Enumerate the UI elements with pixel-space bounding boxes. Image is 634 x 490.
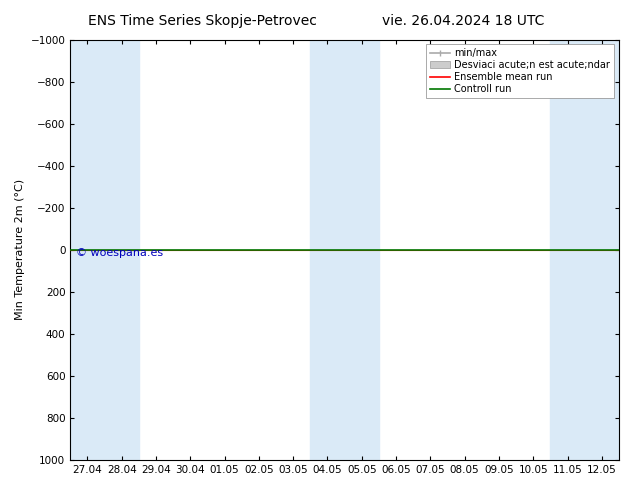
Bar xyxy=(105,40,139,460)
Text: ENS Time Series Skopje-Petrovec: ENS Time Series Skopje-Petrovec xyxy=(88,14,318,28)
Text: vie. 26.04.2024 18 UTC: vie. 26.04.2024 18 UTC xyxy=(382,14,544,28)
Text: © woespana.es: © woespana.es xyxy=(76,248,163,258)
Bar xyxy=(311,40,345,460)
Y-axis label: Min Temperature 2m (°C): Min Temperature 2m (°C) xyxy=(15,179,25,320)
Legend: min/max, Desviaci acute;n est acute;ndar, Ensemble mean run, Controll run: min/max, Desviaci acute;n est acute;ndar… xyxy=(426,45,614,98)
Bar xyxy=(70,40,105,460)
Bar xyxy=(550,40,585,460)
Bar xyxy=(585,40,619,460)
Bar xyxy=(345,40,379,460)
